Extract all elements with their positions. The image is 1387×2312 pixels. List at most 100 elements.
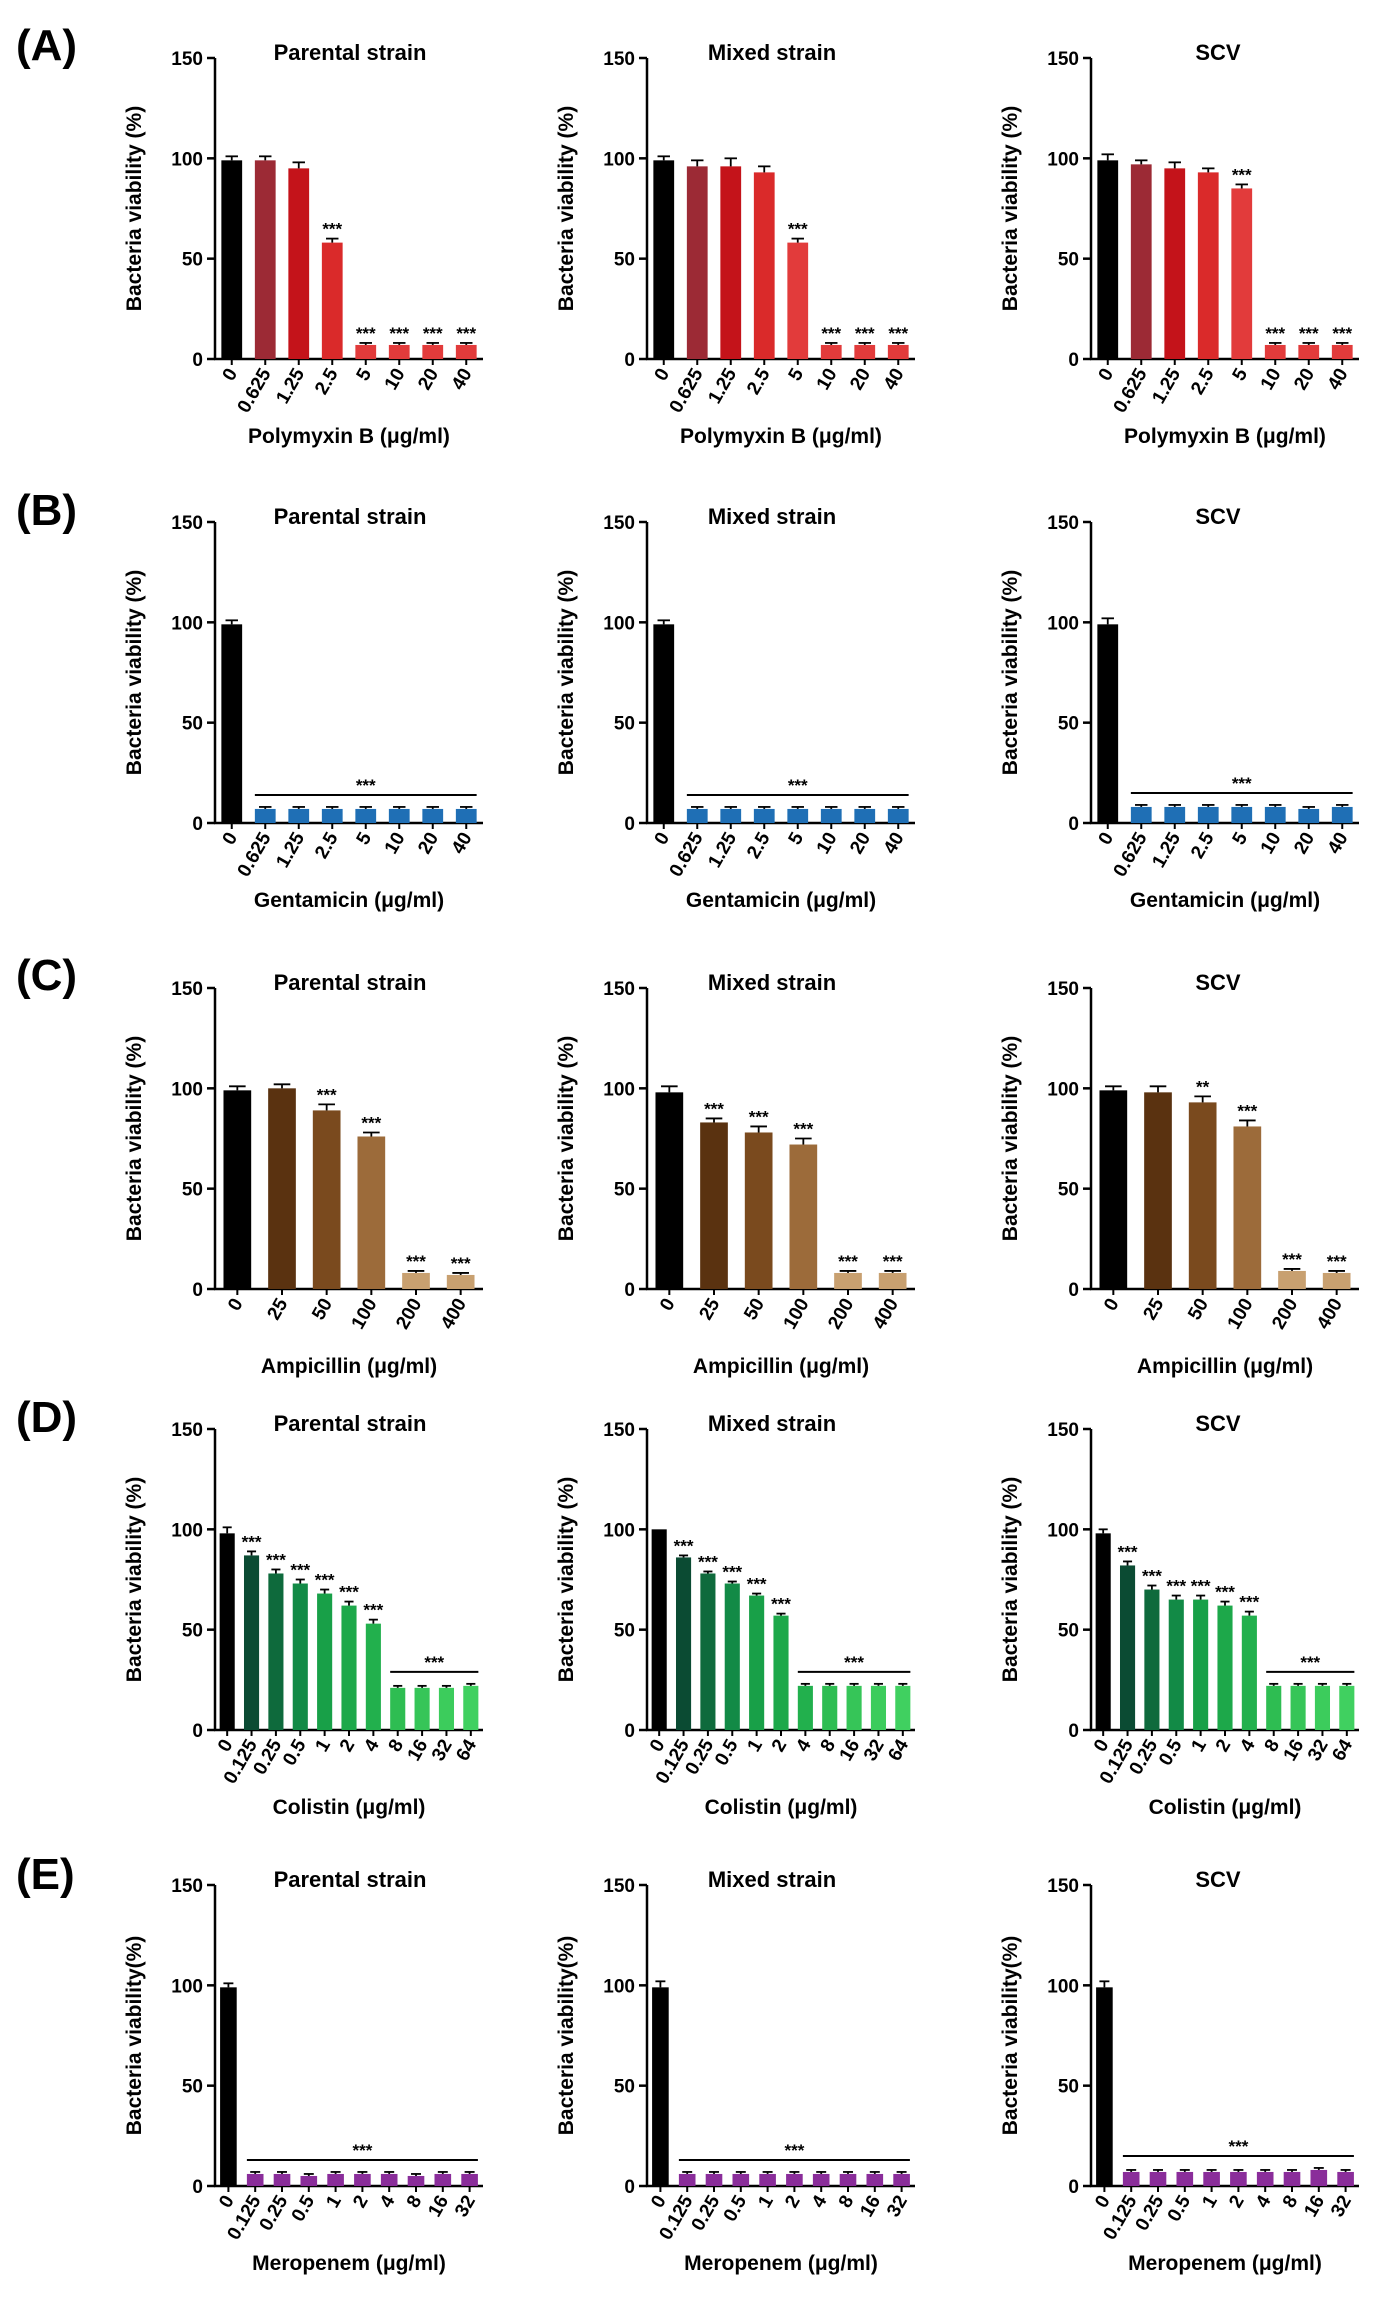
y-tick-label: 100 <box>171 1079 203 1100</box>
bar-1 <box>1193 1599 1209 1730</box>
x-tick-label: 2.5 <box>311 365 343 399</box>
x-tick-label: 2.5 <box>1187 365 1219 399</box>
y-tick-label: 100 <box>1047 613 1079 634</box>
bar-1.25 <box>720 166 742 359</box>
y-tick-label: 0 <box>624 350 635 371</box>
bar-1 <box>327 2173 344 2186</box>
x-tick-label: 8 <box>403 2192 426 2212</box>
y-tick-label: 100 <box>171 149 203 170</box>
x-tick-label: 1.25 <box>704 365 741 408</box>
x-tick-label: 20 <box>1290 365 1319 394</box>
bar-0.125 <box>246 2173 264 2186</box>
y-tick-label: 0 <box>624 1721 635 1742</box>
bar-8 <box>1266 1685 1282 1730</box>
x-tick-label: 20 <box>414 829 443 858</box>
bar-0.25 <box>273 2173 291 2186</box>
bar-40 <box>887 808 909 823</box>
x-tick-label: 0 <box>1091 2192 1114 2212</box>
y-tick-label: 150 <box>603 1876 635 1897</box>
bar-2 <box>1217 1605 1233 1730</box>
y-tick-label: 100 <box>171 613 203 634</box>
y-tick-label: 0 <box>624 814 635 835</box>
significance-mark: *** <box>749 1107 769 1126</box>
x-axis-label: Colistin (μg/ml) <box>1149 1796 1302 1819</box>
panel-title: Parental strain <box>274 970 427 995</box>
bar-2 <box>354 2173 371 2186</box>
x-tick-label: 8 <box>1279 2192 1302 2212</box>
x-tick-label: 2.5 <box>743 365 775 399</box>
x-tick-label: 5 <box>1229 365 1253 385</box>
y-axis-label: Bacteria viability (%) <box>999 106 1022 311</box>
x-tick-label: 2 <box>781 2192 804 2212</box>
significance-mark: *** <box>698 1552 718 1571</box>
significance-mark: *** <box>674 1536 694 1555</box>
x-tick-label: 2.5 <box>1187 829 1219 863</box>
group-significance-label: *** <box>844 1653 864 1672</box>
significance-mark: *** <box>722 1563 742 1582</box>
x-tick-label: 0.5 <box>279 1736 311 1770</box>
x-tick-label: 0 <box>224 1295 247 1315</box>
x-axis-label: Meropenem (μg/ml) <box>252 2252 446 2275</box>
significance-mark: *** <box>793 1120 813 1139</box>
x-tick-label: 64 <box>1328 1736 1357 1765</box>
x-tick-label: 0.625 <box>666 829 708 881</box>
bar-0.125 <box>675 1557 692 1730</box>
bar-0 <box>653 624 675 823</box>
significance-mark: *** <box>363 1601 383 1620</box>
x-tick-label: 0 <box>651 829 674 849</box>
panel-e-1: Parental strain 0 50 100 150 Bacteria viabili… <box>123 1867 483 2275</box>
y-axis-label: Bacteria viability (%) <box>555 1477 578 1682</box>
bar-4 <box>812 2173 830 2186</box>
bar-1.25 <box>1164 806 1186 823</box>
x-axis-label: Ampicillin (μg/ml) <box>261 1355 437 1378</box>
bar-4 <box>365 1623 381 1730</box>
y-tick-label: 150 <box>603 979 635 1000</box>
x-tick-label: 400 <box>869 1295 903 1333</box>
bar-16 <box>434 2173 452 2186</box>
significance-mark: *** <box>855 324 875 343</box>
x-tick-label: 200 <box>1268 1295 1302 1333</box>
y-tick-label: 0 <box>1068 2177 1079 2198</box>
y-tick-label: 50 <box>182 714 203 735</box>
bar-5 <box>355 808 377 823</box>
x-tick-label: 10 <box>1257 829 1286 858</box>
x-tick-label: 20 <box>1290 829 1319 858</box>
x-tick-label: 0.625 <box>1110 365 1152 417</box>
x-tick-label: 0.625 <box>234 829 276 881</box>
y-tick-label: 150 <box>1047 1876 1079 1897</box>
bar-0.125 <box>678 2173 696 2186</box>
y-axis-label: Bacteria viability (%) <box>555 570 578 775</box>
x-tick-label: 0.25 <box>688 2192 725 2235</box>
bar-40 <box>1331 806 1353 823</box>
bar-1 <box>1203 2171 1220 2186</box>
bar-5 <box>1231 806 1253 823</box>
bar-10 <box>388 808 410 823</box>
significance-mark: *** <box>423 324 443 343</box>
x-axis-label: Polymyxin B (μg/ml) <box>248 425 450 448</box>
bar-64 <box>1339 1685 1355 1730</box>
panel-title: SCV <box>1195 970 1241 995</box>
bar-400 <box>1322 1272 1351 1289</box>
x-tick-label: 4 <box>1252 2192 1276 2212</box>
x-tick-label: 50 <box>308 1295 337 1324</box>
x-tick-label: 32 <box>1304 1736 1333 1765</box>
x-tick-label: 5 <box>353 829 377 849</box>
bar-40 <box>1331 344 1353 359</box>
x-tick-label: 20 <box>846 365 875 394</box>
x-tick-label: 1 <box>754 2192 778 2212</box>
bar-0.125 <box>1122 2171 1140 2186</box>
x-tick-label: 0 <box>219 365 242 385</box>
bar-0 <box>1097 624 1119 823</box>
bar-5 <box>787 242 809 359</box>
x-tick-label: 64 <box>452 1736 481 1765</box>
x-tick-label: 16 <box>404 1736 433 1765</box>
bar-16 <box>1310 2169 1328 2186</box>
x-tick-label: 1 <box>743 1736 767 1756</box>
x-axis-label: Ampicillin (μg/ml) <box>693 1355 869 1378</box>
x-tick-label: 0.625 <box>234 365 276 417</box>
panel-title: SCV <box>1195 40 1241 65</box>
y-tick-label: 50 <box>1058 250 1079 271</box>
